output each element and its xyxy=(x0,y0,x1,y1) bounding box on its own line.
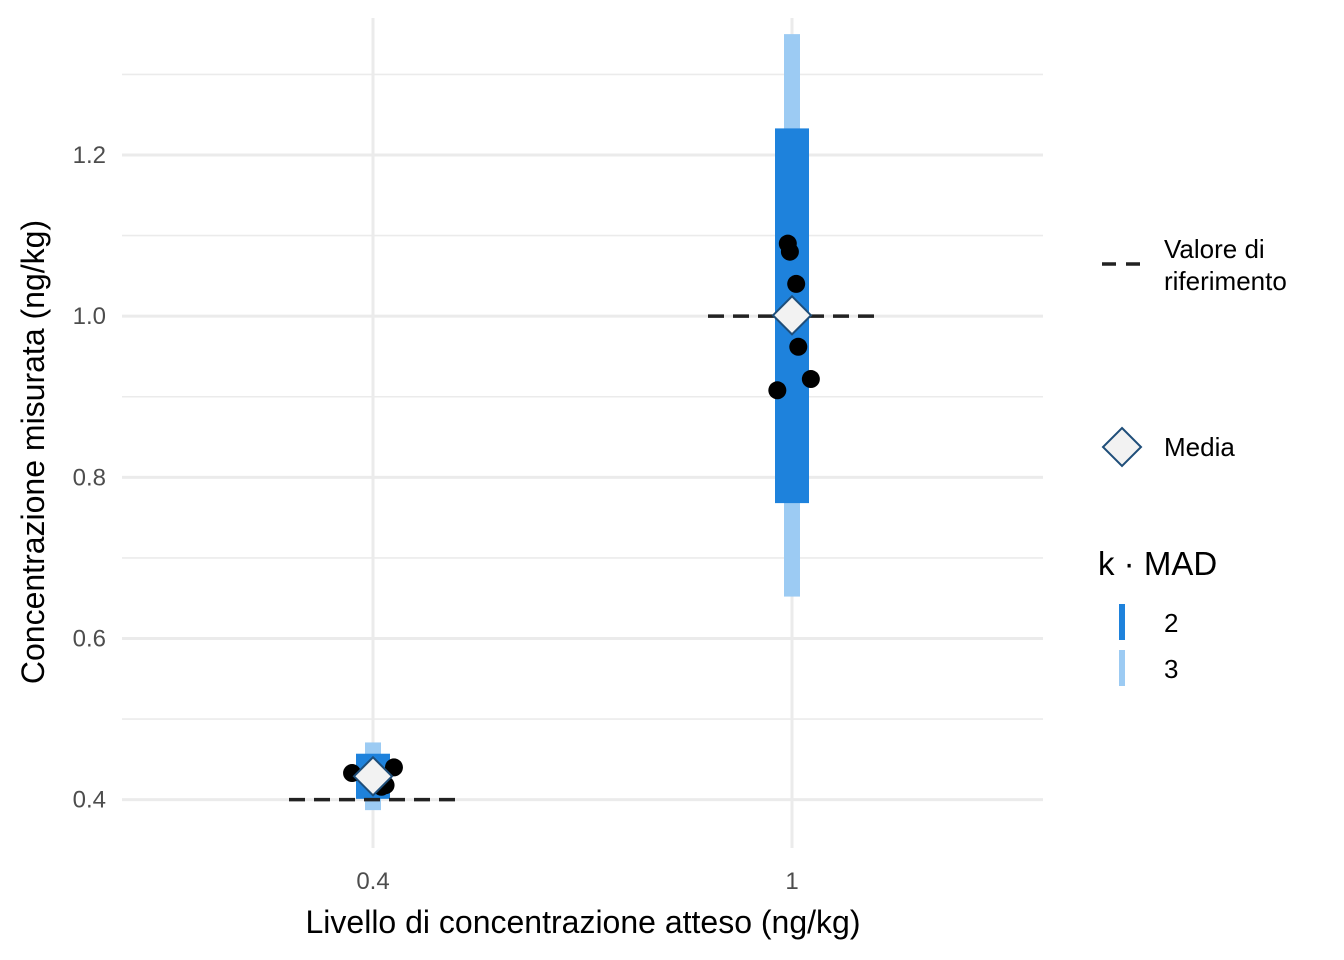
legend: Valore di riferimento Media k · MAD 2 3 xyxy=(1098,234,1287,686)
y-axis-ticks: 0.4 0.6 0.8 1.0 1.2 xyxy=(73,142,106,814)
x-tick-label: 0.4 xyxy=(356,868,389,895)
x-axis-ticks: 0.4 1 xyxy=(356,868,798,895)
x-tick-label: 1 xyxy=(785,868,798,895)
y-tick-label: 0.6 xyxy=(73,625,106,652)
y-tick-label: 0.8 xyxy=(73,464,106,491)
legend-reference-label-line2: riferimento xyxy=(1164,266,1287,296)
data-point xyxy=(384,758,403,777)
data-point xyxy=(787,274,806,293)
y-tick-label: 1.0 xyxy=(73,303,106,330)
grid-minor xyxy=(122,73,1043,720)
mean-marker xyxy=(352,755,394,797)
legend-k-title: k · MAD xyxy=(1098,545,1217,582)
legend-mean-key xyxy=(1101,426,1143,468)
uncertainty-bands xyxy=(356,34,809,811)
legend-mean-label: Media xyxy=(1164,432,1235,462)
legend-k2-key xyxy=(1119,604,1125,640)
grid-major xyxy=(122,18,1043,848)
x-axis-title: Livello di concentrazione atteso (ng/kg) xyxy=(306,904,861,940)
data-point xyxy=(780,242,799,261)
legend-k2-label: 2 xyxy=(1164,608,1178,638)
data-point xyxy=(789,337,808,356)
legend-k3-label: 3 xyxy=(1164,654,1178,684)
y-axis-title: Concentrazione misurata (ng/kg) xyxy=(15,220,51,684)
y-tick-label: 0.4 xyxy=(73,787,106,814)
legend-reference-label: Valore di xyxy=(1164,234,1265,264)
data-point xyxy=(768,381,787,400)
data-points xyxy=(343,234,820,796)
y-tick-label: 1.2 xyxy=(73,142,106,169)
mean-marker xyxy=(771,294,813,336)
legend-k3-key xyxy=(1119,650,1125,686)
mean-markers xyxy=(352,294,813,797)
data-point xyxy=(801,370,820,389)
